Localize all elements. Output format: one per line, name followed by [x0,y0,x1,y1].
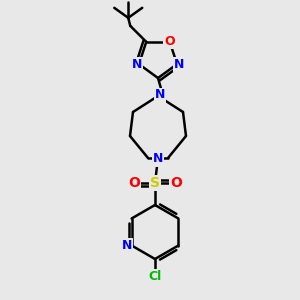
Text: Cl: Cl [148,269,162,283]
Text: N: N [132,58,142,71]
Text: N: N [174,58,184,71]
Text: S: S [150,176,160,190]
Text: N: N [122,239,132,252]
Text: N: N [153,152,163,166]
Text: O: O [170,176,182,190]
Text: O: O [164,35,175,48]
Text: N: N [155,88,165,101]
Text: O: O [128,176,140,190]
